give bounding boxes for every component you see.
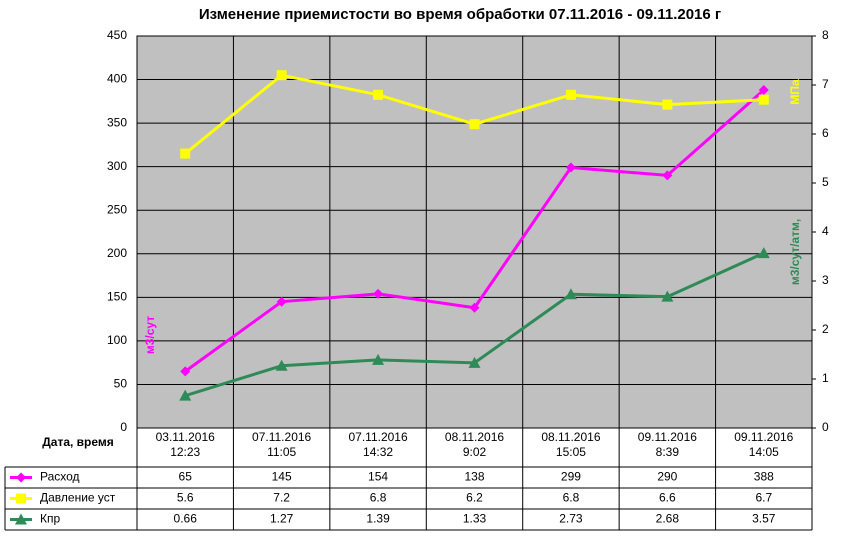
table-cell: 6.8 [370,491,387,505]
x-tick-label: 07.11.2016 [348,430,407,444]
data-point [565,162,576,173]
y2-tick-label: 1 [822,371,829,385]
table-cell: 3.57 [752,512,776,526]
table-cell: 154 [368,470,388,484]
y2-tick-label: 3 [822,273,829,287]
legend-label: Расход [40,470,80,484]
y2-axis-label: МПа [788,79,802,105]
table-cell: 145 [272,470,292,484]
data-point [757,247,770,259]
data-point [276,70,287,81]
table-cell: 388 [754,470,774,484]
chart-title: Изменение приемистости во время обработк… [199,6,721,23]
data-point [179,389,192,401]
x-tick-label: 12:23 [170,445,200,459]
table-cell: 2.73 [559,512,583,526]
data-point [758,94,769,105]
legend-key-marker [16,472,26,483]
table-cell: 138 [464,470,484,484]
data-point [662,99,673,110]
table-cell: 2.68 [656,512,680,526]
table-cell: 299 [561,470,581,484]
x-tick-label: 08.11.2016 [541,430,600,444]
data-point [373,89,384,100]
y-tick-label: 250 [107,202,127,216]
table-cell: 5.6 [177,491,194,505]
legend-label: Давление уст [40,491,116,505]
table-cell: 1.27 [270,512,294,526]
table-cell: 6.8 [563,491,580,505]
y2-tick-label: 4 [822,224,829,238]
x-tick-label: 09.11.2016 [734,430,793,444]
legend-label: Кпр [40,512,60,526]
y-tick-label: 150 [107,290,127,304]
data-point [661,290,674,302]
table-cell: 290 [657,470,677,484]
y-tick-label: 50 [114,377,128,391]
table-cell: 1.33 [463,512,487,526]
data-point [564,288,577,300]
x-tick-label: 8:39 [656,445,680,459]
data-point [469,119,480,130]
x-tick-label: 03.11.2016 [156,430,215,444]
y2-tick-label: 0 [822,420,829,434]
y2-tick-label: 7 [822,77,829,91]
y2-tick-label: 6 [822,126,829,140]
y-tick-label: 0 [120,420,127,434]
y-tick-label: 450 [107,28,127,42]
data-point [180,148,191,159]
data-point [372,353,385,365]
y2-tick-label: 2 [822,322,829,336]
y-tick-label: 400 [107,72,127,86]
y-tick-label: 100 [107,333,127,347]
y-tick-label: 200 [107,246,127,260]
x-tick-label: 09.11.2016 [638,430,697,444]
x-tick-label: 11:05 [267,445,296,459]
legend-key-marker [16,493,26,504]
x-tick-label: 14:05 [749,445,779,459]
x-tick-label: 9:02 [463,445,487,459]
table-cell: 1.39 [366,512,390,526]
data-point [469,302,480,313]
data-point [565,89,576,100]
y-axis-label: м3/сут [143,316,157,354]
legend-key-marker [15,513,27,525]
x-tick-label: 08.11.2016 [445,430,504,444]
table-cell: 6.6 [659,491,676,505]
data-point [662,170,673,181]
x-tick-label: 07.11.2016 [252,430,311,444]
plot-area [136,35,813,429]
table-cell: 7.2 [273,491,290,505]
data-point [275,359,288,371]
table-cell: 65 [179,470,193,484]
y2-tick-label: 8 [822,28,829,42]
x-tick-label: 15:05 [556,445,586,459]
table-header: Дата, время [42,435,114,449]
y-tick-label: 350 [107,115,127,129]
table-cell: 6.7 [755,491,772,505]
data-point [373,288,384,299]
data-point [468,356,481,368]
y2-tick-label: 5 [822,175,829,189]
data-point [276,296,287,307]
data-point [180,366,191,377]
x-tick-label: 14:32 [363,445,393,459]
y-tick-label: 300 [107,159,127,173]
y2-axis-label: м3/сут/атм, [788,219,802,285]
table-cell: 6.2 [466,491,483,505]
data-point [758,85,769,96]
table-cell: 0.66 [174,512,198,526]
